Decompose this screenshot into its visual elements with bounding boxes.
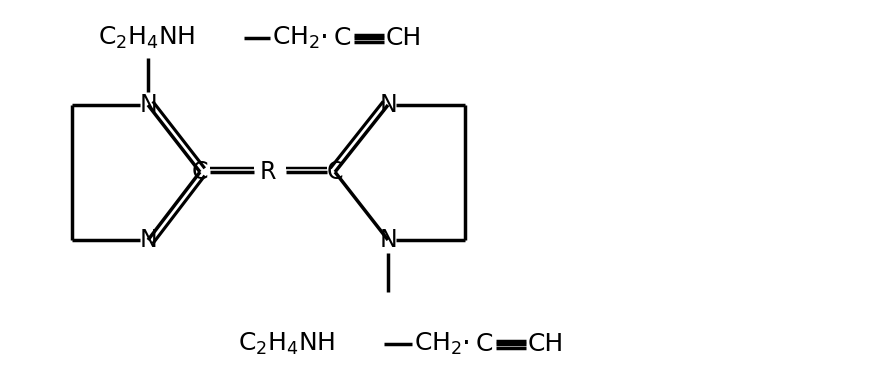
Text: N: N	[379, 93, 397, 117]
Text: CH: CH	[528, 332, 564, 356]
Text: C: C	[327, 160, 343, 184]
Text: C: C	[476, 332, 493, 356]
Text: C: C	[192, 160, 209, 184]
Text: $\mathregular{CH_2}$: $\mathregular{CH_2}$	[272, 25, 320, 51]
Text: C: C	[334, 26, 351, 50]
Text: ·: ·	[320, 24, 329, 52]
Text: CH: CH	[386, 26, 423, 50]
Text: N: N	[379, 228, 397, 252]
Text: $\mathregular{C_2H_4NH}$: $\mathregular{C_2H_4NH}$	[98, 25, 195, 51]
Text: R: R	[260, 160, 276, 184]
Text: N: N	[139, 93, 157, 117]
Text: ·: ·	[462, 330, 471, 358]
Text: $\mathregular{CH_2}$: $\mathregular{CH_2}$	[414, 331, 462, 357]
Text: N: N	[139, 228, 157, 252]
Text: $\mathregular{C_2H_4NH}$: $\mathregular{C_2H_4NH}$	[238, 331, 334, 357]
